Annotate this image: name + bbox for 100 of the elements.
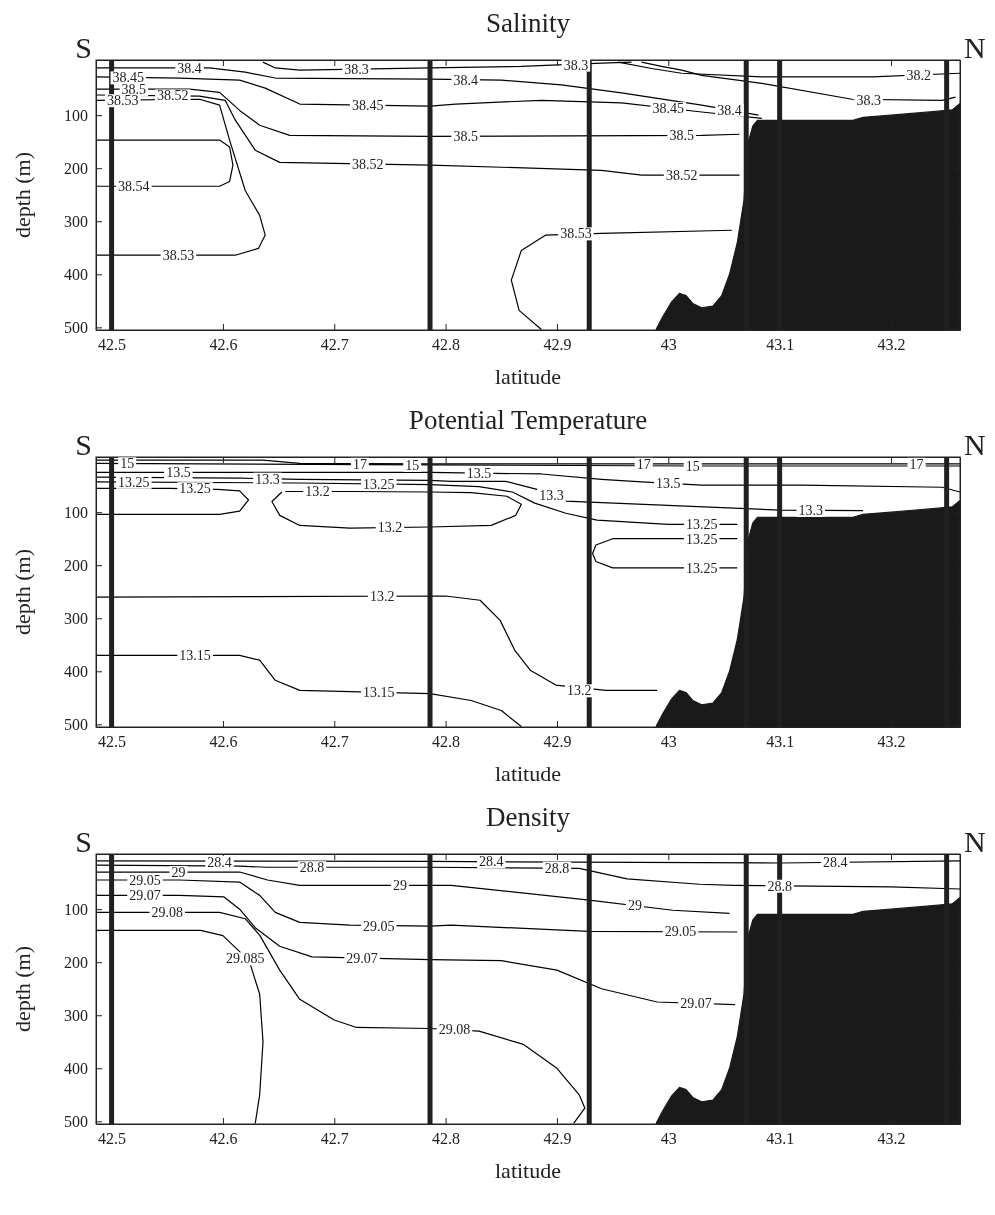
- annotation: 13.5: [656, 476, 681, 492]
- annotation: 13.2: [305, 484, 330, 500]
- x-tick-label: 42.8: [432, 336, 461, 354]
- annotation: 38.45: [652, 101, 685, 117]
- annotation: 38.3: [856, 92, 881, 108]
- annotation: 29: [392, 878, 407, 894]
- annotation: 13.25: [685, 517, 718, 533]
- annotation: 38.4: [177, 60, 202, 76]
- annotation: 38.45: [351, 97, 384, 113]
- y-tick-label: 500: [64, 715, 88, 733]
- y-tick-label: 300: [64, 1006, 88, 1024]
- annotation: 13.3: [539, 488, 564, 504]
- annotation: 38.52: [351, 156, 384, 172]
- y-axis-title: depth (m): [10, 945, 35, 1033]
- annotation: 13.5: [166, 465, 191, 481]
- annotation: 13.25: [118, 474, 150, 490]
- annotation: 38.53: [560, 226, 592, 242]
- x-tick-label: 42.5: [98, 733, 127, 751]
- text: N: [964, 428, 986, 461]
- annotation: 17: [352, 456, 367, 472]
- text: S: [75, 825, 92, 858]
- chart-title: Salinity: [485, 8, 571, 38]
- x-tick-label: 42.5: [98, 1130, 127, 1148]
- text: S: [75, 31, 92, 64]
- x-tick-label: 43: [660, 336, 677, 354]
- annotation: 13.3: [255, 471, 280, 487]
- annotation: 15: [685, 458, 700, 474]
- x-tick-label: 42.9: [543, 1130, 572, 1148]
- annotation: 38.54: [118, 179, 150, 195]
- annotation: 13.2: [369, 589, 395, 605]
- x-tick-label: 43.1: [766, 336, 795, 354]
- x-tick-label: 42.7: [320, 336, 349, 354]
- x-tick-label: 42.6: [209, 336, 238, 354]
- y-tick-label: 300: [64, 609, 88, 627]
- annotation: 13.15: [179, 648, 211, 664]
- annotation: 29: [171, 864, 186, 880]
- annotation: 13.2: [377, 520, 403, 536]
- y-tick-label: 300: [64, 212, 88, 230]
- x-tick-label: 42.8: [432, 733, 461, 751]
- annotation: 17: [636, 456, 651, 472]
- annotation: 38.52: [665, 168, 698, 184]
- y-tick-label: 200: [64, 953, 88, 971]
- text: N: [964, 31, 986, 64]
- annotation: 28.4: [479, 854, 504, 870]
- annotation: 29.085: [225, 951, 265, 967]
- y-tick-label: 200: [64, 556, 88, 574]
- y-axis-title: depth (m): [10, 151, 35, 239]
- y-tick-label: 400: [64, 1059, 88, 1077]
- x-tick-label: 42.5: [98, 336, 127, 354]
- annotation: 29.05: [664, 924, 697, 940]
- annotation: 13.3: [798, 502, 824, 518]
- annotation: 29: [627, 898, 642, 914]
- annotation: 29.07: [680, 996, 712, 1012]
- annotation: 29.05: [129, 872, 161, 888]
- text: N: [964, 825, 986, 858]
- annotation: 38.3: [344, 61, 369, 77]
- annotation: 15: [120, 456, 135, 472]
- annotation: 38.2: [906, 67, 932, 83]
- x-tick-label: 43.2: [877, 1130, 906, 1148]
- annotation: 28.4: [823, 855, 848, 871]
- x-tick-label: 42.9: [543, 336, 572, 354]
- x-tick-label: 43.1: [766, 1130, 795, 1148]
- x-tick-label: 43: [660, 733, 677, 751]
- x-axis-title: latitude: [495, 1158, 561, 1183]
- y-tick-label: 200: [64, 159, 88, 177]
- x-tick-label: 43.2: [877, 336, 906, 354]
- annotation: 13.15: [363, 685, 395, 701]
- annotation: 13.25: [363, 476, 395, 492]
- annotation: 29.08: [151, 905, 184, 921]
- annotation: 38.5: [669, 128, 694, 144]
- chart-title: Density: [486, 802, 571, 832]
- x-tick-label: 42.7: [320, 1130, 349, 1148]
- y-tick-label: 400: [64, 265, 88, 283]
- y-tick-label: 100: [64, 900, 88, 918]
- annotation: 13.5: [466, 465, 492, 481]
- x-tick-label: 42.6: [209, 1130, 238, 1148]
- y-axis-title: depth (m): [10, 548, 35, 636]
- annotation: 28.8: [544, 860, 570, 876]
- y-tick-label: 500: [64, 1112, 88, 1130]
- annotation: 13.25: [179, 481, 211, 497]
- y-tick-label: 400: [64, 662, 88, 680]
- annotation: 29.07: [346, 951, 378, 967]
- annotation: 28.8: [299, 860, 325, 876]
- x-axis-title: latitude: [495, 364, 561, 389]
- x-tick-label: 42.8: [432, 1130, 461, 1148]
- annotation: 38.4: [717, 102, 742, 118]
- x-tick-label: 42.6: [209, 733, 238, 751]
- annotation: 13.25: [685, 531, 718, 547]
- x-tick-label: 43.2: [877, 733, 906, 751]
- x-tick-label: 42.7: [320, 733, 349, 751]
- annotation: 13.2: [566, 683, 592, 699]
- text: S: [75, 428, 92, 461]
- annotation: 28.8: [767, 878, 792, 894]
- annotation: 38.53: [106, 93, 139, 109]
- annotation: 38.5: [453, 129, 478, 145]
- x-tick-label: 43: [660, 1130, 677, 1148]
- annotation: 13.25: [685, 560, 718, 576]
- x-tick-label: 42.9: [543, 733, 572, 751]
- annotation: 29.05: [363, 918, 395, 934]
- chart-title: Potential Temperature: [408, 405, 648, 435]
